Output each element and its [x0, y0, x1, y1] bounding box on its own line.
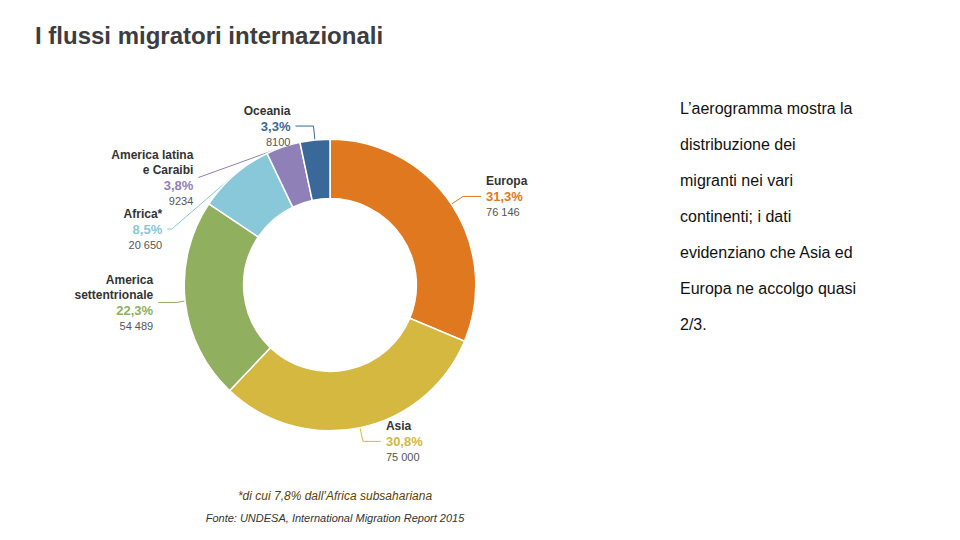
svg-text:Asia: Asia [386, 419, 412, 433]
svg-text:America latina: America latina [111, 148, 193, 162]
svg-text:e Caraibi: e Caraibi [143, 163, 194, 177]
svg-text:migranti nei vari: migranti nei vari [680, 172, 793, 189]
svg-text:8100: 8100 [266, 136, 290, 148]
svg-text:L’aerogramma mostra la: L’aerogramma mostra la [680, 100, 853, 117]
svg-text:30,8%: 30,8% [386, 434, 423, 449]
svg-text:Oceania: Oceania [244, 104, 291, 118]
svg-text:8,5%: 8,5% [133, 222, 163, 237]
svg-text:Africa*: Africa* [124, 207, 163, 221]
svg-text:20 650: 20 650 [129, 239, 163, 251]
svg-text:Europa ne accolgo quasi: Europa ne accolgo quasi [680, 280, 856, 297]
svg-text:America: America [106, 273, 154, 287]
svg-text:31,3%: 31,3% [486, 189, 523, 204]
svg-text:3,3%: 3,3% [261, 119, 291, 134]
svg-text:evidenziano che Asia ed: evidenziano che Asia ed [680, 244, 853, 261]
svg-text:settentrionale: settentrionale [74, 288, 153, 302]
svg-text:Europa: Europa [486, 174, 528, 188]
svg-text:distribuzione dei: distribuzione dei [680, 136, 796, 153]
svg-text:22,3%: 22,3% [116, 303, 153, 318]
svg-text:continenti; i dati: continenti; i dati [680, 208, 791, 225]
svg-text:75 000: 75 000 [386, 451, 420, 463]
svg-text:Fonte: UNDESA, International M: Fonte: UNDESA, International Migration R… [206, 512, 466, 524]
svg-text:*di cui 7,8% dall’Africa subsa: *di cui 7,8% dall’Africa subsahariana [238, 489, 432, 503]
svg-text:2/3.: 2/3. [680, 316, 707, 333]
svg-text:76 146: 76 146 [486, 206, 520, 218]
svg-text:I flussi migratori internazion: I flussi migratori internazionali [35, 22, 383, 49]
svg-text:9234: 9234 [169, 195, 193, 207]
svg-text:3,8%: 3,8% [164, 178, 194, 193]
svg-text:54 489: 54 489 [120, 320, 154, 332]
